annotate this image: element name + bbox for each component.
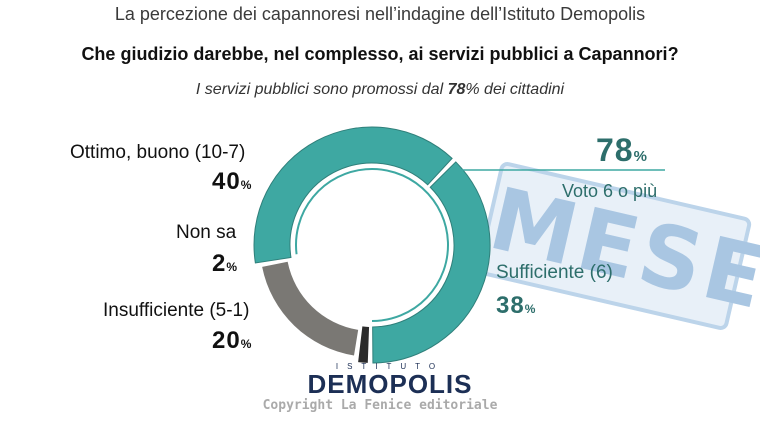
copyright-text: Copyright La Fenice editoriale (262, 398, 498, 413)
slice-value-insufficiente: 20% (212, 327, 252, 354)
chart-subtitle: I servizi pubblici sono promossi dal 78%… (195, 81, 565, 98)
slice-value-nonsa: 2% (212, 250, 238, 277)
slice-label-ottimo: Ottimo, buono (10-7) (70, 142, 246, 163)
slice-value-sufficiente: 38% (496, 292, 536, 319)
summary-value: 78% (596, 132, 648, 168)
brand-istituto: ISTITUTO (335, 362, 445, 371)
chart-question: Che giudizio darebbe, nel complesso, ai … (81, 44, 679, 64)
inner-ring-outline (295, 168, 449, 322)
summary-label: Voto 6 o più (562, 181, 658, 201)
slice-value-ottimo: 40% (212, 168, 252, 195)
slice-nonsa (358, 326, 370, 363)
slice-insufficiente (262, 261, 359, 356)
slice-label-nonsa: Non sa (176, 222, 237, 243)
slice-ottimo (253, 126, 453, 264)
brand-logo: DEMOPOLIS (307, 369, 473, 399)
header-source-line: La percezione dei capannoresi nell’indag… (114, 4, 646, 24)
slice-label-insufficiente: Insufficiente (5-1) (103, 300, 250, 321)
slice-label-sufficiente: Sufficiente (6) (496, 262, 613, 283)
slice-sufficiente (372, 161, 491, 364)
